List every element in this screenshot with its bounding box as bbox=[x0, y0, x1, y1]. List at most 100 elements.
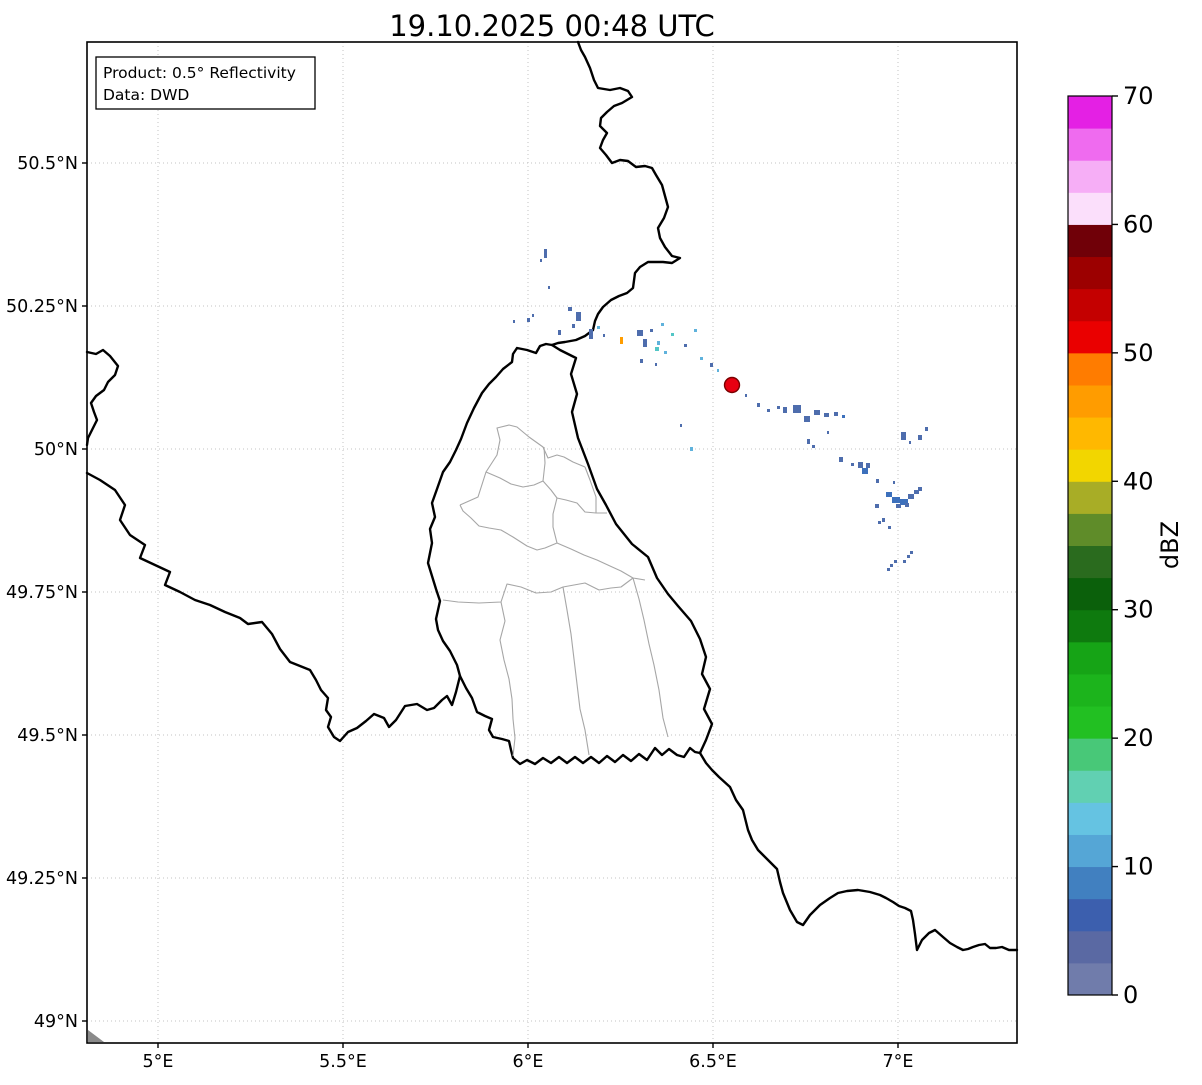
border-luxembourg bbox=[426, 342, 714, 766]
radar-echo-pixel bbox=[745, 394, 747, 397]
radar-echo-pixel bbox=[925, 427, 928, 431]
x-axis-tick-label: 7°E bbox=[883, 1052, 914, 1072]
colorbar-band bbox=[1068, 224, 1112, 258]
radar-echo-pixel bbox=[876, 479, 879, 483]
colorbar-tick-label: 20 bbox=[1123, 724, 1154, 752]
radar-echo-pixel bbox=[783, 407, 787, 413]
radar-echo-pixel bbox=[680, 424, 682, 427]
colorbar-band bbox=[1068, 128, 1112, 161]
colorbar-band bbox=[1068, 288, 1112, 322]
radar-echo-pixel bbox=[637, 330, 643, 336]
radar-echo-pixel bbox=[918, 487, 922, 491]
radar-echo-pixel bbox=[650, 329, 653, 332]
radar-echo-pixel bbox=[905, 503, 909, 507]
colorbar-band bbox=[1068, 866, 1112, 900]
radar-echo-pixel bbox=[858, 462, 863, 468]
colorbar-band bbox=[1068, 481, 1112, 514]
axis-ticks-and-labels: 5°E 5.5°E 6°E 6.5°E 7°E 50.5°N 50.25°N 50°N 49.7… bbox=[6, 154, 913, 1072]
canton-border-line bbox=[556, 542, 646, 581]
radar-echo-pixel bbox=[918, 435, 922, 440]
colorbar-band bbox=[1068, 160, 1112, 193]
radar-echo-pixel bbox=[910, 551, 913, 554]
colorbar-band bbox=[1068, 802, 1112, 835]
border-france-belgium bbox=[85, 471, 462, 743]
colorbar-band bbox=[1068, 384, 1112, 418]
colorbar-band bbox=[1068, 417, 1112, 450]
colorbar bbox=[1068, 96, 1112, 996]
radar-echo-pixel bbox=[657, 341, 660, 345]
radar-echo-pixel bbox=[655, 347, 659, 351]
radar-echo-pixel bbox=[896, 504, 901, 508]
radar-echo-pixel bbox=[640, 359, 643, 363]
radar-echo-pixel bbox=[527, 318, 530, 322]
radar-echo-pixel bbox=[900, 499, 908, 505]
canton-border-line bbox=[459, 497, 558, 551]
canton-border-line bbox=[499, 601, 516, 757]
colorbar-tick-label: 50 bbox=[1123, 339, 1154, 367]
radar-echo-pixel bbox=[643, 339, 647, 347]
colorbar-band bbox=[1068, 545, 1112, 579]
radar-echoes bbox=[513, 249, 928, 571]
colorbar-band bbox=[1068, 706, 1112, 739]
y-axis-tick-label: 49°N bbox=[34, 1012, 78, 1032]
colorbar-tick-label: 10 bbox=[1123, 853, 1154, 881]
radar-echo-pixel bbox=[540, 259, 542, 262]
radar-echo-pixel bbox=[655, 363, 657, 366]
radar-echo-pixel bbox=[671, 333, 674, 336]
x-axis-tick-label: 5.5°E bbox=[319, 1052, 367, 1072]
radar-site-marker bbox=[723, 376, 741, 394]
radar-echo-pixel bbox=[717, 369, 719, 372]
colorbar-tick-label: 70 bbox=[1123, 82, 1154, 110]
radar-echo-pixel bbox=[882, 518, 885, 522]
radar-echo-pixel bbox=[603, 334, 605, 337]
radar-echo-pixel bbox=[589, 329, 593, 339]
radar-echo-pixel bbox=[684, 344, 687, 347]
colorbar-band bbox=[1068, 609, 1112, 643]
radar-echo-pixel bbox=[901, 432, 906, 440]
y-axis-tick-label: 50.25°N bbox=[6, 297, 78, 317]
y-axis-tick-label: 49.25°N bbox=[6, 869, 78, 889]
canton-borders bbox=[442, 424, 669, 757]
colorbar-frame bbox=[1067, 95, 1113, 996]
radar-echo-pixel bbox=[793, 405, 801, 413]
x-axis-tick-label: 5°E bbox=[143, 1052, 174, 1072]
border-france-germany bbox=[698, 751, 1019, 952]
canton-border-line bbox=[459, 424, 586, 506]
canton-border-line bbox=[584, 466, 597, 513]
radar-echo-pixel bbox=[710, 363, 713, 367]
colorbar-band bbox=[1068, 577, 1112, 611]
graticule-gridlines bbox=[87, 42, 1017, 1043]
radar-echo-pixel bbox=[886, 492, 892, 497]
radar-echo-pixel bbox=[834, 412, 838, 416]
y-axis-tick-label: 49.5°N bbox=[17, 726, 78, 746]
y-axis-tick-label: 50°N bbox=[34, 440, 78, 460]
radar-echo-pixel bbox=[664, 351, 667, 354]
colorbar-band bbox=[1068, 320, 1112, 354]
colorbar-band bbox=[1068, 352, 1112, 386]
colorbar-tick-label: 0 bbox=[1123, 981, 1138, 1009]
colorbar-tick-label: 60 bbox=[1123, 210, 1154, 238]
map-corner-artifact bbox=[88, 1030, 104, 1042]
radar-echo-pixel bbox=[807, 439, 810, 444]
canton-border-line bbox=[442, 577, 634, 604]
colorbar-band bbox=[1068, 673, 1112, 707]
border-givet-salient bbox=[85, 348, 120, 447]
colorbar-band bbox=[1068, 738, 1112, 771]
radar-echo-pixel bbox=[576, 312, 581, 321]
radar-echo-pixel bbox=[894, 560, 897, 563]
info-data-line: Data: DWD bbox=[103, 86, 189, 104]
radar-echo-pixel bbox=[568, 307, 572, 311]
radar-echo-pixel bbox=[620, 337, 623, 344]
canton-border-line bbox=[632, 577, 669, 738]
radar-echo-pixel bbox=[875, 504, 879, 508]
radar-echo-pixel bbox=[694, 329, 697, 332]
map-frame bbox=[86, 41, 1018, 1044]
country-borders bbox=[85, 40, 1019, 952]
colorbar-band bbox=[1068, 513, 1112, 546]
colorbar-band bbox=[1068, 834, 1112, 868]
colorbar-band bbox=[1068, 256, 1112, 290]
radar-echo-pixel bbox=[914, 490, 919, 494]
colorbar-tick-label: 40 bbox=[1123, 467, 1154, 495]
